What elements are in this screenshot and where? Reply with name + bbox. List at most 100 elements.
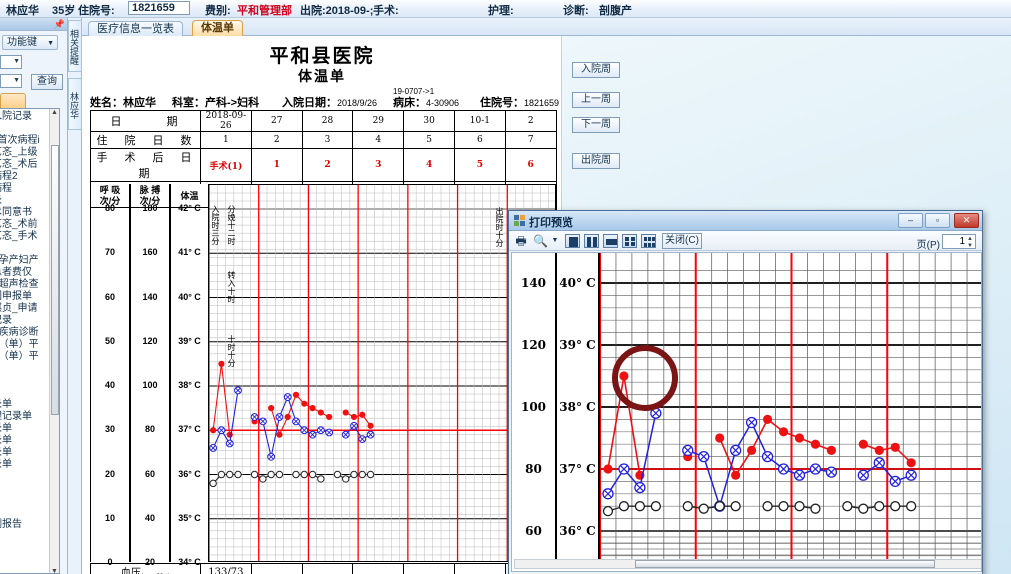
tree-item[interactable]: 记录 xyxy=(0,195,48,207)
dialog-title-text: 打印预览 xyxy=(529,217,573,229)
zoom-icon[interactable]: 🔍 xyxy=(533,234,548,248)
tab-medical-info-list[interactable]: 医疗信息一览表 xyxy=(88,21,183,36)
print-preview-dialog[interactable]: 打印预览 – ▫ ✕ 🖶 🔍 ▼ 关闭(C) 页(P) 1 ▲ ▼ xyxy=(508,210,983,574)
table-cell xyxy=(352,563,405,574)
axis-tick: 60 xyxy=(104,291,115,302)
scroll-down-icon[interactable]: ▼ xyxy=(51,568,58,574)
dialog-title-bar[interactable]: 打印预览 – ▫ ✕ xyxy=(509,211,982,231)
tree-item[interactable]: 记录单 xyxy=(0,459,12,470)
function-key-dropdown[interactable]: 功能键 ▼ xyxy=(2,35,58,50)
six-page-view-button[interactable] xyxy=(641,234,656,248)
filter-combo-1[interactable]: ▼ xyxy=(0,55,22,69)
tree-scrollbar[interactable]: ▲ ▼ xyxy=(49,109,59,574)
scroll-thumb[interactable] xyxy=(635,560,935,568)
preview-horizontal-scrollbar[interactable] xyxy=(514,559,981,569)
tree-item[interactable]: 儿病程 xyxy=(0,183,12,194)
table-cell: 4 xyxy=(352,131,405,149)
tree-item[interactable]: 儿病程2 xyxy=(0,171,18,182)
tree-item[interactable]: 院记录 xyxy=(0,315,12,326)
filter-combo-2[interactable]: ▼ xyxy=(0,74,22,88)
tree-item[interactable]: 电图申报单 xyxy=(0,291,32,302)
tree-item[interactable] xyxy=(0,483,48,495)
close-icon[interactable]: ✕ xyxy=(954,213,979,228)
scroll-thumb[interactable] xyxy=(51,145,59,415)
tree-item[interactable]: 记录单 xyxy=(0,447,12,458)
bed-value: 4-30906 xyxy=(426,98,460,108)
row-label: 住 院 日 数 xyxy=(90,131,201,149)
previous-week-button[interactable]: 上一周 xyxy=(572,92,620,108)
preview-axis-temperature: 40° C 39° C 38° C 37° C 36° C xyxy=(557,253,600,563)
axis-tick: 37° C xyxy=(178,424,201,435)
table-cell: 30 xyxy=(403,110,455,132)
tree-item[interactable]: 记录单 xyxy=(0,435,12,446)
inpatient-no-value[interactable]: 1821659 xyxy=(128,1,190,15)
chart-plot-area[interactable]: 入院时三分 分娩十二时 转入十时 十时十分 出院时十分 xyxy=(208,184,556,562)
next-week-button[interactable]: 下一周 xyxy=(572,117,620,133)
tree-item[interactable]: 022（单）平 xyxy=(0,339,39,350)
tree-item[interactable] xyxy=(0,471,48,483)
query-button[interactable]: 查询 xyxy=(31,74,63,90)
tree-item[interactable]: 904疾病诊断 xyxy=(0,327,39,338)
spinner-down-icon[interactable]: ▼ xyxy=(967,243,973,249)
tree-item[interactable]: 记录单 xyxy=(0,423,12,434)
name-label: 姓名： xyxy=(90,97,123,109)
tree-item[interactable]: 核 xyxy=(0,495,48,507)
tree-item[interactable]: 朱艺忞_术前 xyxy=(0,219,38,230)
two-page-view-button[interactable] xyxy=(584,234,599,248)
axis-tick: 140 xyxy=(142,291,158,302)
axis-tick: 42° C xyxy=(178,203,201,213)
fee-type-label: 费别: xyxy=(205,5,231,17)
tree-item[interactable] xyxy=(0,507,48,519)
axis-pulse: 脉 搏次/分 180 160 140 120 100 80 60 40 20 xyxy=(130,184,170,567)
tree-item[interactable] xyxy=(0,363,48,375)
tree-item[interactable]: 509（单）平 xyxy=(0,351,39,362)
tree-item[interactable] xyxy=(0,123,48,135)
tree-item[interactable] xyxy=(0,243,48,255)
tree-item[interactable]: 朱艺忞_术后 xyxy=(0,159,38,170)
print-preview-body[interactable]: 140 120 100 80 60 40° C 39° C 38° C 37° C 36° C … xyxy=(511,252,982,572)
discharge-week-button[interactable]: 出院周 xyxy=(572,153,620,169)
page-number-input[interactable]: 1 ▲ ▼ xyxy=(942,234,976,249)
tree-item[interactable]: 朱艺忞_上级 xyxy=(0,147,38,158)
table-cell: 1 xyxy=(250,148,303,182)
chevron-down-icon[interactable]: ▼ xyxy=(551,237,559,244)
tree-item[interactable]: 、入院记录 xyxy=(0,111,32,122)
vtab-patient[interactable]: 林应华 xyxy=(68,78,82,130)
close-preview-button[interactable]: 关闭(C) xyxy=(662,233,702,249)
print-icon[interactable]: 🖶 xyxy=(515,234,527,248)
maximize-button[interactable]: ▫ xyxy=(925,213,950,228)
spinner-up-icon[interactable]: ▲ xyxy=(967,236,973,242)
three-page-view-button[interactable] xyxy=(603,234,618,248)
vtab-related-reminder[interactable]: 相关提醒 xyxy=(68,20,82,72)
document-tree[interactable]: 、入院记录、_首次病程i朱艺忞_上级朱艺忞_术后儿病程2儿病程记录手术同意书朱艺… xyxy=(0,108,60,574)
tree-item[interactable] xyxy=(0,375,48,387)
tree-item[interactable]: 单 xyxy=(0,387,48,399)
minimize-button[interactable]: – xyxy=(898,213,923,228)
tab-temperature-sheet[interactable]: 体温单 xyxy=(192,20,243,36)
admission-week-button[interactable]: 入院周 xyxy=(572,62,620,78)
axis-temperature-label: 体温 xyxy=(171,184,208,208)
tree-item[interactable]: 朱淇贞_申请 xyxy=(0,303,38,314)
temperature-sheet: 平和县医院 体温单 姓名：林应华 科室：产科->妇科 入院日期：2018/9/2… xyxy=(82,36,562,574)
tree-item[interactable]: 朱艺忞_手术 xyxy=(0,231,38,242)
tree-item[interactable]: 手术同意书 xyxy=(0,207,32,218)
axis-tick: 80 xyxy=(104,203,115,213)
preview-axis-tick: 120 xyxy=(520,338,547,352)
pin-icon[interactable]: 📌 xyxy=(53,19,65,29)
scroll-up-icon[interactable]: ▲ xyxy=(51,109,58,116)
left-tab-stub[interactable] xyxy=(0,93,26,108)
tree-item[interactable]: 、_首次病程i xyxy=(0,135,40,146)
axis-tick: 35° C xyxy=(178,512,201,523)
tree-item[interactable]: 905超声检查 xyxy=(0,279,39,290)
one-page-view-button[interactable] xyxy=(565,234,580,248)
tree-item[interactable]: 病例报告 xyxy=(0,519,22,530)
tree-item[interactable]: 院急者费仅 xyxy=(0,267,32,278)
discharge-label: 出院:2018-09-; xyxy=(300,5,374,17)
axis-tick: 20 xyxy=(104,468,115,479)
tree-item[interactable]: 护理记录单 xyxy=(0,411,32,422)
axis-pulse-label: 脉 搏次/分 xyxy=(131,184,169,208)
tree-item[interactable]: 220孕产妇产 xyxy=(0,255,39,266)
preview-axis-tick: 60 xyxy=(525,524,542,538)
four-page-view-button[interactable] xyxy=(622,234,637,248)
tree-item[interactable]: 记录单 xyxy=(0,399,12,410)
